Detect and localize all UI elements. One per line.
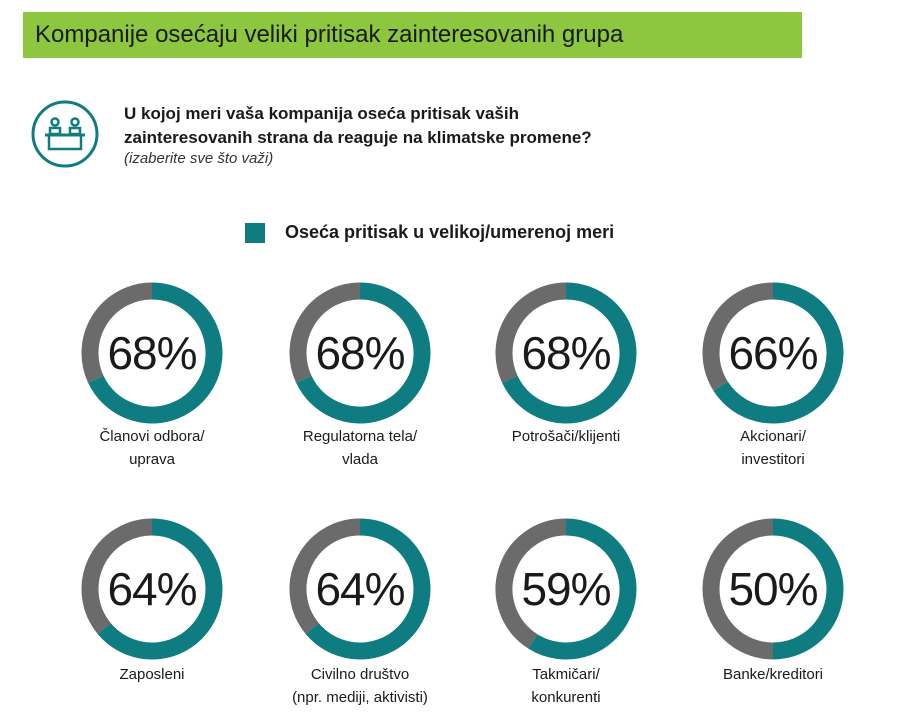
donut-remainder-arc <box>289 518 361 634</box>
donut-remainder-arc <box>81 282 153 384</box>
donut-chart: 68% <box>491 278 641 428</box>
donut-svg <box>289 518 431 660</box>
category-label-line: uprava <box>129 451 175 468</box>
survey-question: U kojoj meri vaša kompanija oseća pritis… <box>124 102 684 150</box>
donut-category-label: Banke/kreditori <box>678 663 868 686</box>
question-line-1: U kojoj meri vaša kompanija oseća pritis… <box>124 104 519 123</box>
donut-svg <box>81 282 223 424</box>
page-title: Kompanije osećaju veliki pritisak zainte… <box>35 21 624 48</box>
donut-remainder-arc <box>289 282 361 384</box>
donut-category-label: Civilno društvo (npr. mediji, aktivisti) <box>265 663 455 709</box>
donut-value-arc <box>528 518 637 660</box>
category-label-line: Zaposleni <box>119 666 185 683</box>
donut-percentage-label: 64% <box>315 563 405 615</box>
question-line-2: zainteresovanih strana da reaguje na kli… <box>124 128 592 147</box>
category-label-line: Akcionari/ <box>740 428 806 445</box>
donut-percentage-label: 68% <box>107 327 197 379</box>
donut-category-label: Takmičari/konkurenti <box>471 663 661 709</box>
donut-percentage-label: 66% <box>728 327 818 379</box>
chart-legend: Oseća pritisak u velikoj/umerenoj meri <box>245 222 614 243</box>
donut-svg <box>289 282 431 424</box>
donut-category-label: Zaposleni <box>57 663 247 686</box>
donut-svg <box>495 282 637 424</box>
donut-svg <box>495 518 637 660</box>
question-hint: (izaberite sve što važi) <box>124 150 274 167</box>
category-label-line: vlada <box>342 451 378 468</box>
category-label-line: Banke/kreditori <box>722 666 824 683</box>
legend-label: Oseća pritisak u velikoj/umerenoj meri <box>285 222 615 242</box>
donut-remainder-arc <box>495 282 567 384</box>
category-label-line: Članovi odbora/ <box>99 428 205 445</box>
legend-swatch <box>245 222 265 243</box>
category-label-line: konkurenti <box>531 689 601 706</box>
donut-chart: 50% <box>698 514 848 664</box>
donut-remainder-arc <box>81 518 153 634</box>
donut-chart: 64% <box>285 514 435 664</box>
donut-value-arc <box>305 518 431 660</box>
donut-remainder-arc <box>702 282 774 391</box>
donut-category-label: Potrošači/klijenti <box>471 425 661 448</box>
stakeholders-desk-icon <box>30 99 100 169</box>
category-label-line: Civilno društvo <box>310 666 410 683</box>
donut-chart: 68% <box>77 278 227 428</box>
donut-value-arc <box>502 282 637 424</box>
donut-chart: 59% <box>491 514 641 664</box>
donut-percentage-label: 68% <box>315 327 405 379</box>
donut-remainder-arc <box>495 518 567 649</box>
category-label-line: Potrošači/klijenti <box>511 428 621 445</box>
category-label-line: investitori <box>741 451 805 468</box>
donut-percentage-label: 64% <box>107 563 197 615</box>
donut-percentage-label: 59% <box>521 563 611 615</box>
donut-chart: 66% <box>698 278 848 428</box>
donut-value-arc <box>296 282 431 424</box>
donut-category-label: Akcionari/investitori <box>678 425 868 471</box>
category-label-line: Regulatorna tela/ <box>302 428 418 445</box>
donut-chart: 68% <box>285 278 435 428</box>
donut-svg <box>81 518 223 660</box>
donut-value-arc <box>88 282 223 424</box>
donut-chart: 64% <box>77 514 227 664</box>
category-label-line: (npr. mediji, aktivisti) <box>292 689 428 706</box>
donut-category-label: Regulatorna tela/vlada <box>265 425 455 471</box>
donut-percentage-label: 68% <box>521 327 611 379</box>
donut-percentage-label: 50% <box>728 563 818 615</box>
donut-value-arc <box>713 282 844 424</box>
donut-value-arc <box>772 518 844 660</box>
title-banner: Kompanije osećaju veliki pritisak zainte… <box>23 12 802 58</box>
donut-svg <box>702 282 844 424</box>
donut-category-label: Članovi odbora/uprava <box>57 425 247 471</box>
donut-svg <box>702 518 844 660</box>
donut-value-arc <box>97 518 223 660</box>
category-label-line: Takmičari/ <box>532 666 600 683</box>
donut-remainder-arc <box>702 518 774 660</box>
